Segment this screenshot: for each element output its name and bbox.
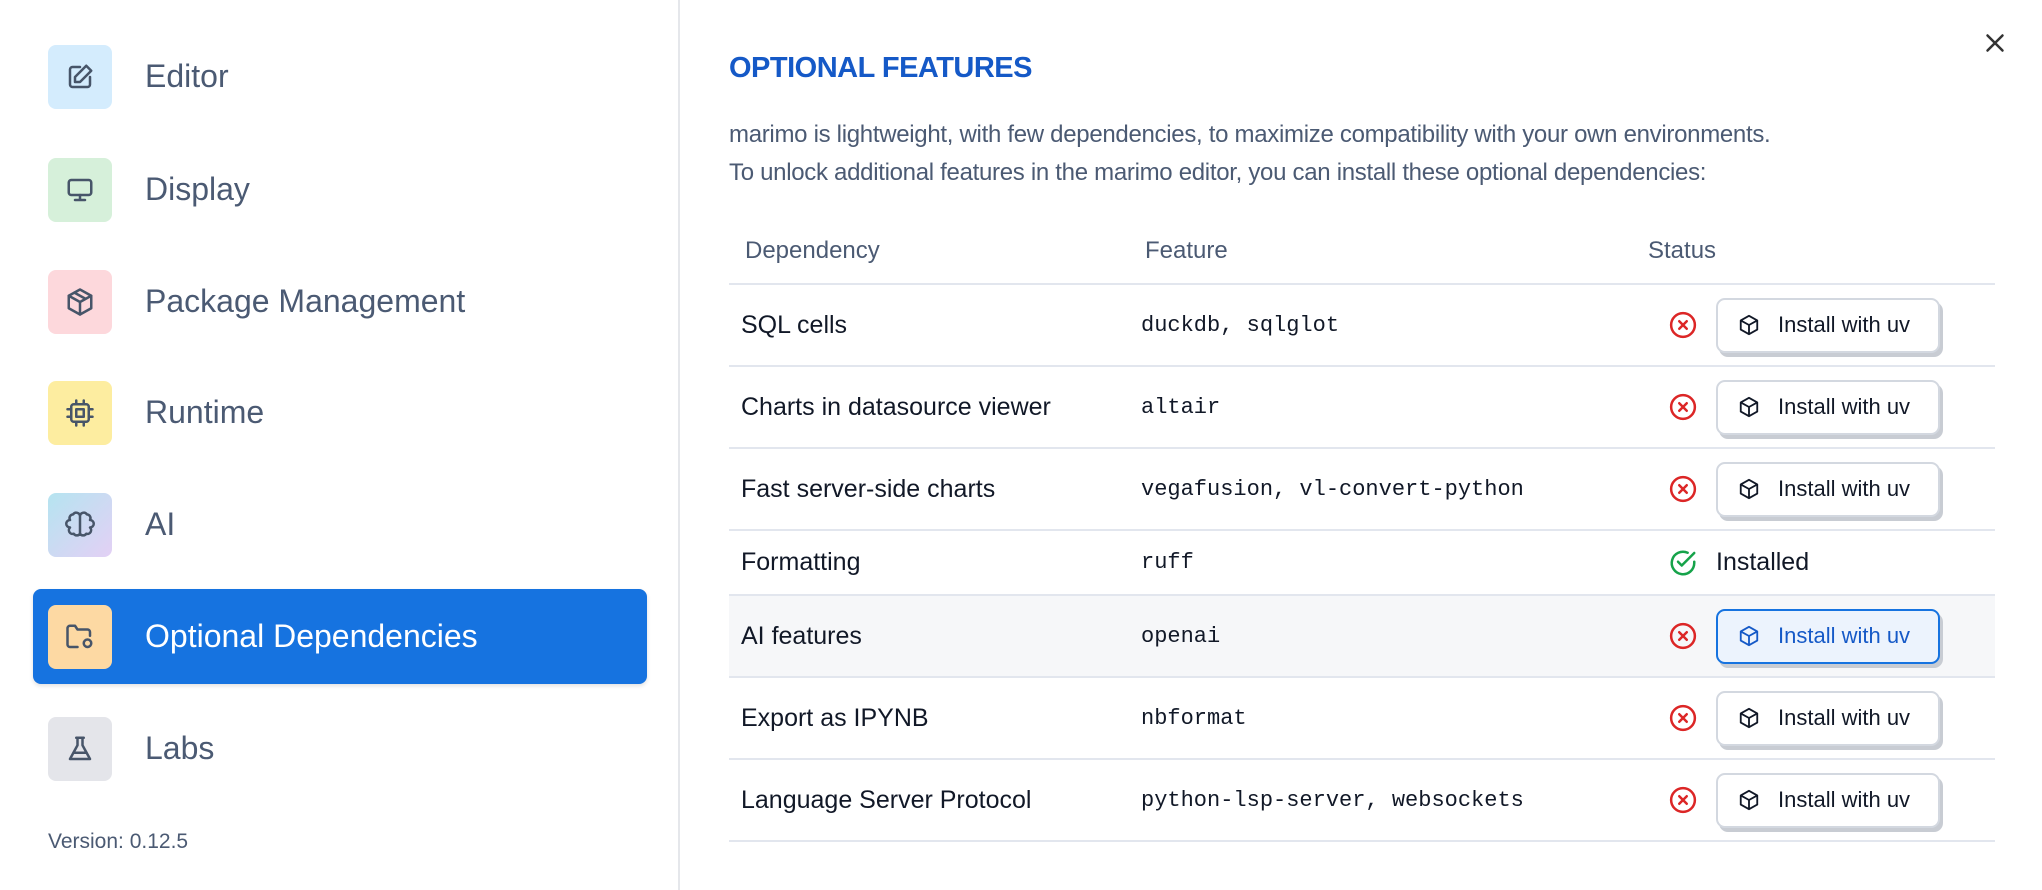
install-with-uv-button[interactable]: Install with uv xyxy=(1716,379,1940,435)
status-cell: Install with uv xyxy=(1632,759,1995,842)
sidebar-item-runtime[interactable]: Runtime xyxy=(33,365,647,460)
settings-sidebar: Version: 0.12.5 Editor Display Package Man… xyxy=(0,0,680,890)
page-title: OPTIONAL FEATURES xyxy=(729,52,1033,84)
sidebar-item-labs[interactable]: Labs xyxy=(33,701,647,796)
sidebar-item-editor[interactable]: Editor xyxy=(33,29,647,124)
table-header: Dependency Feature Status xyxy=(729,218,1995,285)
package-icon xyxy=(48,269,112,334)
install-with-uv-button[interactable]: Install with uv xyxy=(1716,772,1940,828)
description-line: marimo is lightweight, with few dependen… xyxy=(729,121,1771,148)
sidebar-item-label: Labs xyxy=(145,730,215,766)
table-row: Language Server Protocol python-lsp-serve… xyxy=(729,759,1995,842)
sidebar-item-optional-dependencies[interactable]: Optional Dependencies xyxy=(33,589,647,684)
x-circle-icon xyxy=(1669,704,1697,732)
status-cell: Install with uv xyxy=(1632,595,1995,678)
close-icon[interactable] xyxy=(1980,28,2010,58)
dependency-cell: Charts in datasource viewer xyxy=(729,366,1129,449)
package-icon xyxy=(1739,789,1759,811)
edit-icon xyxy=(48,44,112,109)
status-cell: Installed xyxy=(1632,530,1995,596)
package-icon xyxy=(1739,707,1759,729)
feature-cell: duckdb, sqlglot xyxy=(1129,284,1632,367)
install-with-uv-button[interactable]: Install with uv xyxy=(1716,690,1940,746)
button-label: Install with uv xyxy=(1778,705,1911,730)
sidebar-item-label: AI xyxy=(145,506,176,542)
cpu-icon xyxy=(48,380,112,445)
feature-cell: python-lsp-server, websockets xyxy=(1129,759,1632,842)
status-cell: Install with uv xyxy=(1632,677,1995,760)
dependency-cell: Formatting xyxy=(729,530,1129,596)
version-label: Version: 0.12.5 xyxy=(48,830,189,853)
x-circle-icon xyxy=(1669,311,1697,339)
button-label: Install with uv xyxy=(1778,787,1911,812)
status-cell: Install with uv xyxy=(1632,366,1995,449)
table-row: Fast server-side charts vegafusion, vl-co… xyxy=(729,448,1995,531)
button-label: Install with uv xyxy=(1778,476,1911,501)
status-cell: Install with uv xyxy=(1632,284,1995,367)
x-circle-icon xyxy=(1669,622,1697,650)
flask-icon xyxy=(48,716,112,781)
package-icon xyxy=(1739,396,1759,418)
table-row: AI features openai Install with uv xyxy=(729,595,1995,678)
feature-cell: nbformat xyxy=(1129,677,1632,760)
x-circle-icon xyxy=(1669,786,1697,814)
sidebar-item-label: Display xyxy=(145,171,250,207)
button-label: Install with uv xyxy=(1778,623,1911,648)
install-with-uv-button[interactable]: Install with uv xyxy=(1716,608,1940,664)
table-row: Export as IPYNB nbformat Install with uv xyxy=(729,677,1995,760)
folder-cog-icon xyxy=(48,604,112,669)
feature-cell: vegafusion, vl-convert-python xyxy=(1129,448,1632,531)
sidebar-item-label: Package Management xyxy=(145,283,466,319)
column-header-feature: Feature xyxy=(1129,218,1632,285)
brain-icon xyxy=(48,492,112,557)
sidebar-item-ai[interactable]: AI xyxy=(33,477,647,572)
sidebar-item-label: Editor xyxy=(145,58,229,94)
dependencies-table: Dependency Feature Status SQL cells duckd… xyxy=(729,218,1995,842)
table-row: Charts in datasource viewer altair Install… xyxy=(729,366,1995,449)
description: marimo is lightweight, with few dependen… xyxy=(729,116,1771,192)
sidebar-item-package-management[interactable]: Package Management xyxy=(33,254,647,349)
dependency-cell: Export as IPYNB xyxy=(729,677,1129,760)
dependency-cell: Language Server Protocol xyxy=(729,759,1129,842)
dependency-cell: Fast server-side charts xyxy=(729,448,1129,531)
x-circle-icon xyxy=(1669,475,1697,503)
feature-cell: altair xyxy=(1129,366,1632,449)
feature-cell: ruff xyxy=(1129,530,1632,596)
x-circle-icon xyxy=(1669,393,1697,421)
installed-label: Installed xyxy=(1716,548,1810,576)
package-icon xyxy=(1739,314,1759,336)
button-label: Install with uv xyxy=(1778,394,1911,419)
monitor-icon xyxy=(48,157,112,222)
sidebar-item-display[interactable]: Display xyxy=(33,142,647,237)
package-icon xyxy=(1739,478,1759,500)
install-with-uv-button[interactable]: Install with uv xyxy=(1716,297,1940,353)
description-line: To unlock additional features in the mar… xyxy=(729,159,1707,186)
sidebar-item-label: Optional Dependencies xyxy=(145,618,478,654)
dependency-cell: SQL cells xyxy=(729,284,1129,367)
column-header-status: Status xyxy=(1632,218,1995,285)
status-cell: Install with uv xyxy=(1632,448,1995,531)
dependency-cell: AI features xyxy=(729,595,1129,678)
button-label: Install with uv xyxy=(1778,312,1911,337)
feature-cell: openai xyxy=(1129,595,1632,678)
column-header-dependency: Dependency xyxy=(729,218,1129,285)
install-with-uv-button[interactable]: Install with uv xyxy=(1716,461,1940,517)
check-circle-icon xyxy=(1670,550,1696,575)
package-icon xyxy=(1739,625,1759,647)
table-row: SQL cells duckdb, sqlglot Install with uv xyxy=(729,284,1995,367)
table-row: Formatting ruff Installed xyxy=(729,530,1995,596)
sidebar-item-label: Runtime xyxy=(145,394,265,430)
